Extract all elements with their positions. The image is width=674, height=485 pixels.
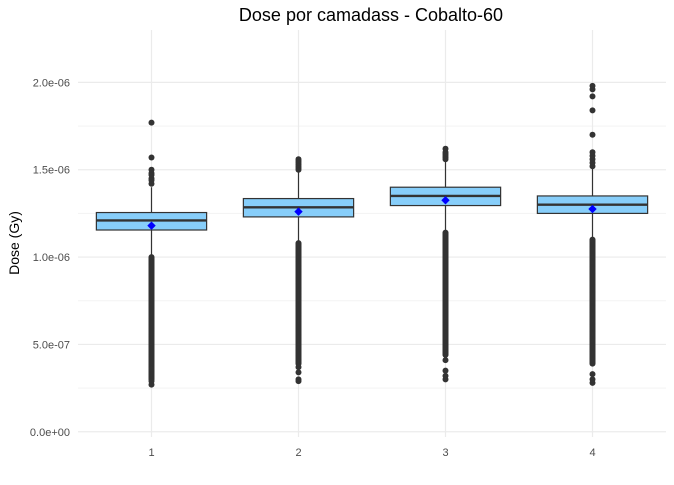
y-tick-label: 2.0e-06 (33, 77, 70, 89)
y-axis-label: Dose (Gy) (6, 211, 22, 275)
outlier-point (589, 376, 596, 383)
y-tick-label: 1.0e-06 (33, 252, 70, 264)
outlier-point (442, 357, 449, 364)
y-tick-label: 0.0e+00 (30, 427, 70, 439)
x-tick-labels: 1 2 3 4 (148, 447, 595, 459)
outlier-point (589, 93, 596, 100)
mean-marker (441, 196, 450, 205)
grid-lines (78, 30, 666, 437)
outlier-point (589, 371, 596, 378)
x-tick-label: 4 (589, 447, 595, 459)
box-group-4 (536, 82, 649, 386)
outlier-point (295, 364, 302, 371)
x-tick-label: 2 (295, 447, 301, 459)
y-tick-labels: 0.0e+00 5.0e-07 1.0e-06 1.5e-06 2.0e-06 (30, 77, 70, 438)
outlier-point (148, 154, 155, 161)
outlier-point (589, 149, 596, 156)
mean-marker (294, 207, 303, 216)
outlier-point (589, 107, 596, 114)
chart-title: Dose por camadass - Cobalto-60 (239, 5, 503, 25)
y-tick-label: 1.5e-06 (33, 165, 70, 177)
outlier-point (295, 376, 302, 383)
box-group-1 (95, 119, 208, 388)
box-group-2 (242, 156, 355, 385)
box-group-3 (389, 145, 502, 383)
x-tick-label: 1 (148, 447, 154, 459)
mean-marker (588, 204, 597, 214)
outlier-point (442, 372, 449, 379)
outlier-point (589, 131, 596, 138)
mean-marker (147, 221, 156, 230)
outlier-point (148, 254, 155, 261)
outlier-point (148, 365, 155, 372)
plot-area (95, 82, 649, 388)
outlier-point (148, 166, 155, 173)
outlier-point (295, 156, 302, 163)
y-tick-label: 5.0e-07 (33, 339, 70, 351)
outlier-point (148, 119, 155, 126)
x-tick-label: 3 (442, 447, 448, 459)
outlier-point (442, 145, 449, 152)
outlier-point (589, 82, 596, 89)
outlier-point (148, 378, 155, 385)
outlier-point (442, 367, 449, 374)
outlier-point (295, 369, 302, 376)
